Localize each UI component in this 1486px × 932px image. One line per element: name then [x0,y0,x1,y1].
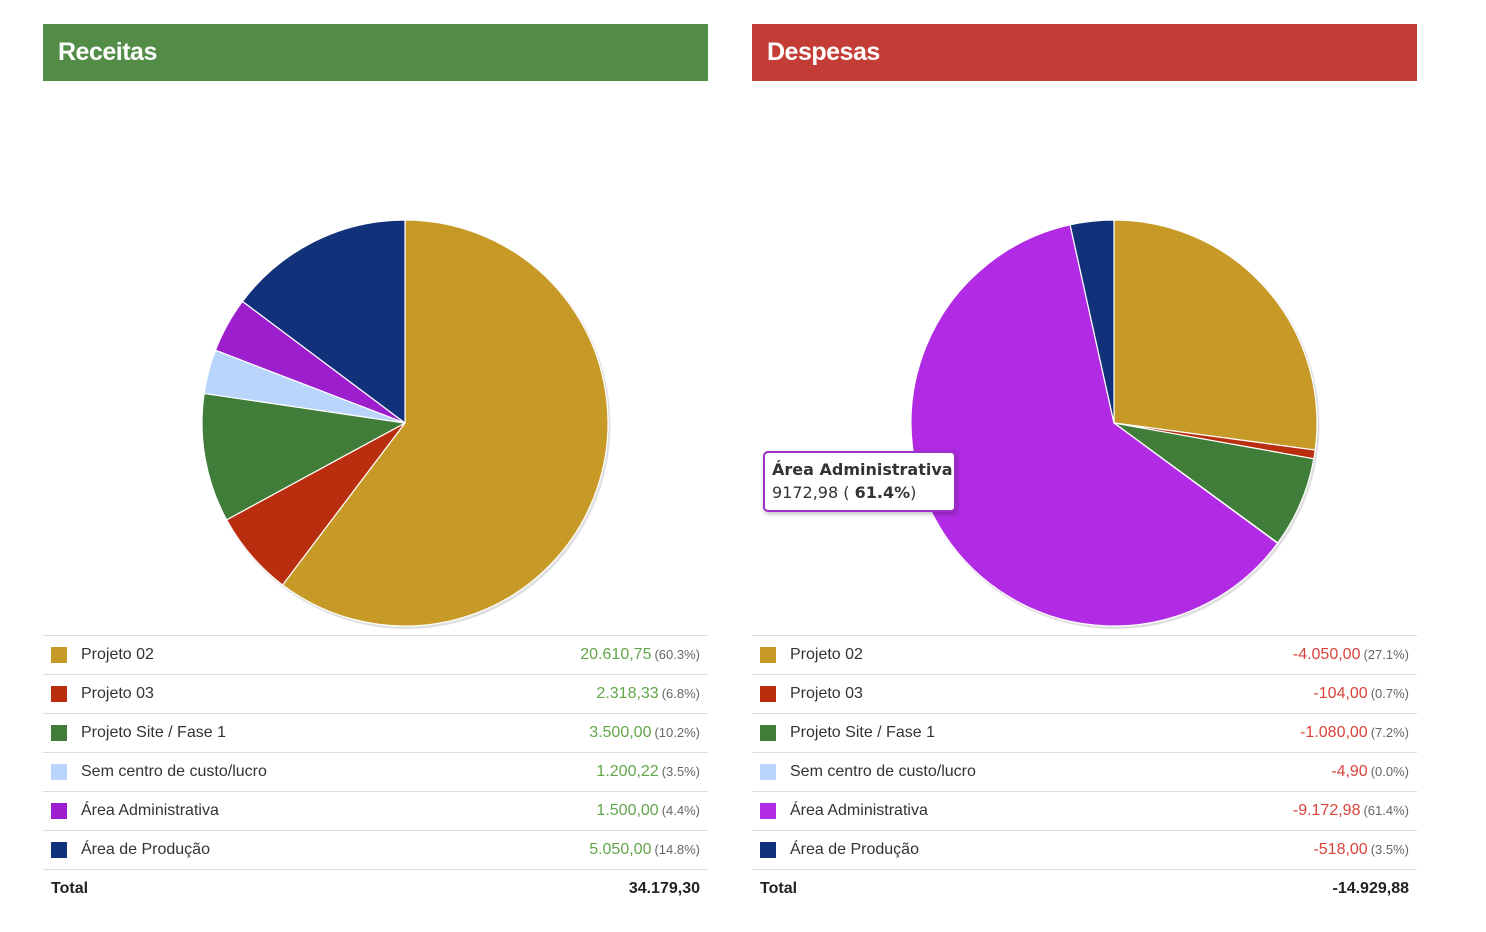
legend-label: Projeto Site / Fase 1 [790,713,1166,753]
legend-swatch-projeto-site [51,724,67,741]
pie-slice-projeto-site-fase-1[interactable] [201,392,406,521]
legend-swatch-projeto-02 [760,646,776,663]
legend-amount: 20.610,75 [580,646,652,663]
table-row: Projeto 02 20.610,75 (60.3%) [43,635,708,675]
legend-label: Área de Produção [790,830,1166,870]
pie-slice-projeto-02[interactable] [1113,219,1318,451]
legend-percent: (6.8%) [661,686,700,701]
legend-amount: 5.050,00 [589,841,652,858]
legend-amount: 1.200,22 [596,763,659,780]
despesas-pie-chart [910,219,1320,629]
total-value: -14.929,88 [1165,869,1417,908]
legend-percent: (10.2%) [654,725,700,740]
legend-amount: -1.080,00 [1300,724,1368,741]
table-row: Área de Produção -518,00 (3.5%) [752,830,1417,870]
legend-percent: (3.5%) [1370,842,1409,857]
legend-label: Sem centro de custo/lucro [790,752,1166,792]
legend-label: Área de Produção [81,830,453,870]
legend-swatch-area-administrativa [51,802,67,819]
receitas-panel: Receitas Projeto 02 20.610,75 (60.3%) Pro… [43,24,708,908]
table-row: Projeto 03 2.318,33 (6.8%) [43,674,708,714]
legend-swatch-area-producao [760,841,776,858]
table-row: Projeto 02 -4.050,00 (27.1%) [752,635,1417,675]
chart-tooltip: Área Administrativa 9172,98 ( 61.4%) [763,451,956,512]
legend-label: Projeto 03 [81,674,453,714]
legend-percent: (60.3%) [654,647,700,662]
legend-swatch-sem-centro [760,763,776,780]
legend-amount: 3.500,00 [589,724,652,741]
tooltip-open-paren: ( [843,483,850,502]
legend-percent: (61.4%) [1363,803,1409,818]
legend-percent: (27.1%) [1363,647,1409,662]
table-row: Sem centro de custo/lucro 1.200,22 (3.5%) [43,752,708,792]
legend-label: Projeto 02 [81,635,453,675]
legend-percent: (4.4%) [661,803,700,818]
receitas-chart-area [43,81,708,635]
legend-percent: (0.7%) [1370,686,1409,701]
pie-slice-area-de-producao[interactable] [1069,219,1115,424]
despesas-chart-area: Área Administrativa 9172,98 ( 61.4%) [752,81,1417,635]
legend-swatch-projeto-site [760,724,776,741]
table-row: Projeto Site / Fase 1 -1.080,00 (7.2%) [752,713,1417,753]
legend-amount: -518,00 [1313,841,1368,858]
legend-label: Projeto Site / Fase 1 [81,713,453,753]
legend-swatch-projeto-03 [760,685,776,702]
receitas-pie-chart [201,219,611,629]
legend-amount: 1.500,00 [596,802,659,819]
tooltip-value: 9172,98 [772,483,839,502]
despesas-panel: Despesas Área Administrativa 9172,98 ( 6… [752,24,1417,908]
total-value: 34.179,30 [452,869,708,908]
total-row: Total -14.929,88 [752,869,1417,908]
pie-slice-area-de-producao[interactable] [241,219,406,424]
receitas-header: Receitas [43,24,708,81]
table-row: Sem centro de custo/lucro -4,90 (0.0%) [752,752,1417,792]
legend-amount: -4,90 [1331,763,1368,780]
legend-label: Área Administrativa [790,791,1166,831]
legend-percent: (14.8%) [654,842,700,857]
table-row: Projeto 03 -104,00 (0.7%) [752,674,1417,714]
table-row: Área Administrativa -9.172,98 (61.4%) [752,791,1417,831]
legend-percent: (7.2%) [1370,725,1409,740]
legend-amount: 2.318,33 [596,685,659,702]
legend-amount: -104,00 [1313,685,1368,702]
despesas-header: Despesas [752,24,1417,81]
legend-swatch-projeto-02 [51,646,67,663]
legend-swatch-sem-centro [51,763,67,780]
pie-slice-projeto-02[interactable] [281,219,609,627]
legend-amount: -9.172,98 [1292,802,1361,819]
legend-label: Área Administrativa [81,791,453,831]
pie-slice-area-administrativa[interactable] [910,224,1279,627]
tooltip-close-paren: ) [910,483,917,502]
total-label: Total [43,869,453,908]
tooltip-title: Área Administrativa [772,460,953,479]
legend-percent: (3.5%) [661,764,700,779]
table-row: Área Administrativa 1.500,00 (4.4%) [43,791,708,831]
legend-amount: -4.050,00 [1292,646,1361,663]
legend-label: Sem centro de custo/lucro [81,752,453,792]
table-row: Área de Produção 5.050,00 (14.8%) [43,830,708,870]
tooltip-percent: 61.4% [854,483,911,502]
total-label: Total [752,869,1166,908]
legend-percent: (0.0%) [1370,764,1409,779]
legend-label: Projeto 03 [790,674,1166,714]
despesas-legend-table: Projeto 02 -4.050,00 (27.1%) Projeto 03 -… [752,635,1417,908]
total-row: Total 34.179,30 [43,869,708,908]
legend-swatch-projeto-03 [51,685,67,702]
receitas-legend-table: Projeto 02 20.610,75 (60.3%) Projeto 03 2… [43,635,708,908]
legend-swatch-area-administrativa [760,802,776,819]
legend-label: Projeto 02 [790,635,1166,675]
tooltip-value-line: 9172,98 ( 61.4%) [772,481,954,505]
table-row: Projeto Site / Fase 1 3.500,00 (10.2%) [43,713,708,753]
legend-swatch-area-producao [51,841,67,858]
